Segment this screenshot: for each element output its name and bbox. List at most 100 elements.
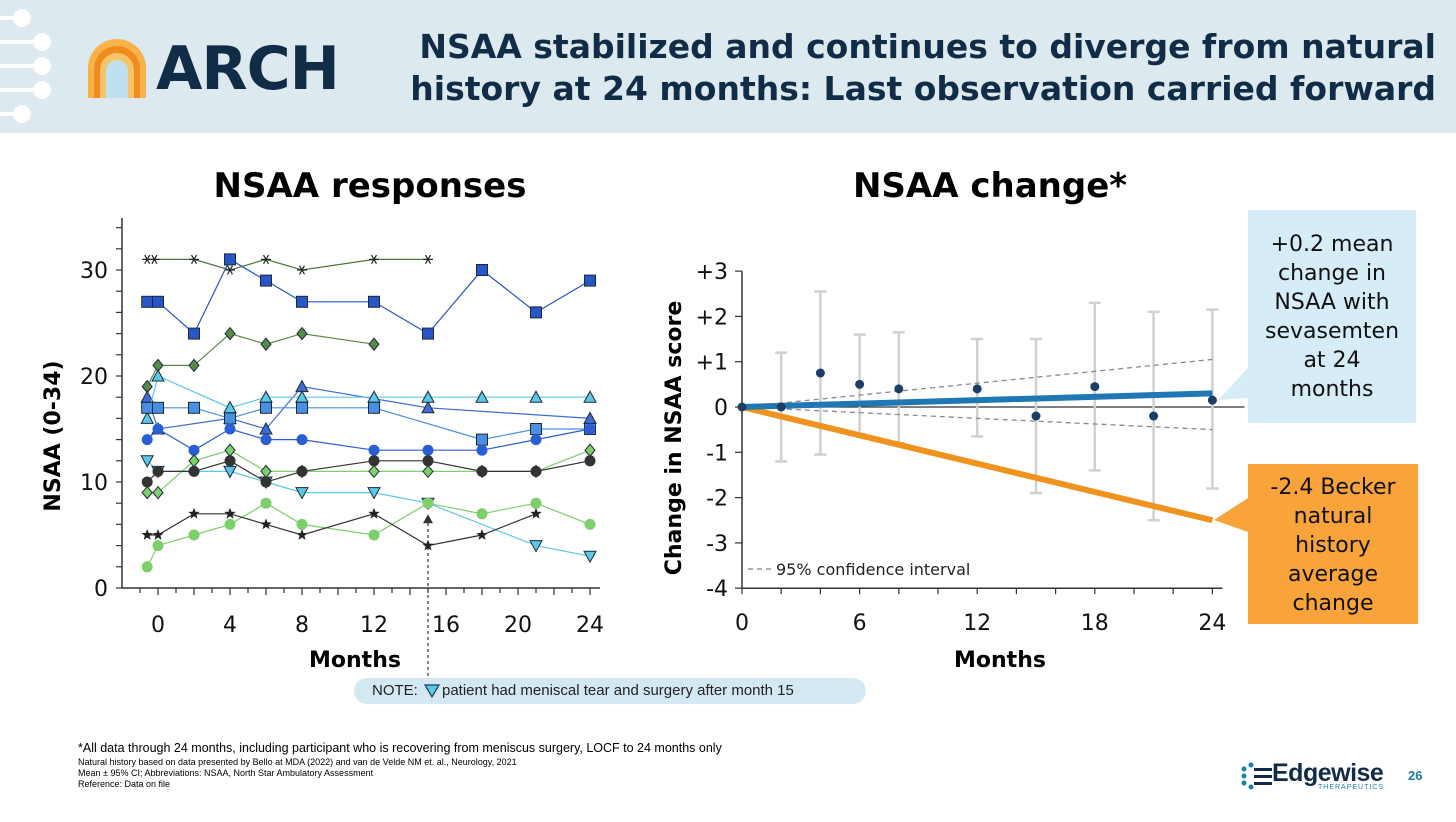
- left-x-tick-label: 0: [151, 613, 165, 638]
- blue-callout-text: +0.2 mean change in NSAA with sevasemten…: [1248, 230, 1416, 404]
- left-x-tick-label: 4: [223, 613, 237, 638]
- mean-point: [894, 384, 904, 394]
- square-marker: [530, 306, 542, 319]
- square-marker: [476, 433, 488, 446]
- series-line: [147, 513, 537, 547]
- diamond-marker: [152, 485, 164, 500]
- edgewise-logo-icon: [1241, 762, 1272, 790]
- square-marker: [260, 401, 272, 414]
- mean-point: [815, 368, 825, 378]
- chart-title-nsaa-responses: NSAA responses: [213, 166, 527, 206]
- left-series: [140, 253, 597, 573]
- right-x-tick-label: 0: [735, 611, 749, 636]
- square-marker: [476, 264, 488, 276]
- natural-history-trend-line: [741, 404, 1214, 524]
- square-marker: [224, 253, 236, 266]
- circle-marker: [368, 444, 380, 456]
- right-y-tick-label: -4: [706, 577, 728, 602]
- asterisk-stroke: [262, 254, 270, 265]
- left-x-tick-label: 8: [295, 613, 309, 638]
- diamond-marker: [260, 464, 272, 479]
- triangle-up-marker: [529, 390, 543, 403]
- mean-point: [1090, 382, 1100, 392]
- mean-point: [855, 379, 865, 389]
- circle-marker: [584, 455, 596, 467]
- triangle-down-marker: [367, 487, 381, 500]
- ci-legend-label: 95% confidence interval: [776, 560, 970, 579]
- right-y-tick-label: +3: [696, 260, 728, 285]
- nsaa-change-chart: +3 +2 +1 0 -1 -2 -3 -4 0 6 12 18 24 95% confidence i…: [662, 260, 1245, 673]
- asterisk-stroke: [190, 254, 198, 265]
- square-marker: [188, 327, 200, 340]
- triangle-up-marker: [421, 400, 435, 414]
- star-marker: [368, 507, 380, 519]
- circle-marker: [152, 540, 164, 552]
- mean-point: [1031, 411, 1041, 421]
- square-marker: [188, 401, 200, 414]
- circle-marker: [296, 434, 308, 446]
- right-series: [737, 290, 1219, 524]
- diamond-marker: [584, 443, 596, 457]
- right-y-tick-label: -3: [706, 532, 728, 557]
- series-6: [141, 423, 596, 456]
- edgewise-brand-sub: THERAPEUTICS: [1318, 784, 1385, 791]
- surgery-note: NOTE: patient had meniscal tear and surg…: [354, 678, 866, 704]
- asterisk-stroke: [298, 265, 306, 275]
- series-line: [147, 407, 590, 441]
- triangle-down-marker: [583, 550, 597, 564]
- circle-marker: [188, 529, 200, 541]
- asterisk-marker: [261, 254, 271, 265]
- right-axes: +3 +2 +1 0 -1 -2 -3 -4 0 6 12 18 24: [696, 260, 1245, 636]
- square-marker: [296, 295, 308, 308]
- star-marker: [422, 539, 434, 551]
- slide-title-line1: NSAA stabilized and continues to diverge…: [419, 27, 1436, 66]
- circle-marker: [368, 455, 380, 467]
- star-marker: [476, 529, 488, 540]
- asterisk-marker: [369, 254, 379, 265]
- right-y-tick-label: 0: [714, 396, 728, 421]
- square-marker: [530, 423, 542, 435]
- circle-marker: [530, 434, 542, 446]
- orange-callout-line: natural: [1293, 504, 1373, 529]
- right-x-tick-label: 24: [1198, 611, 1226, 636]
- ci-lower-line: [741, 406, 1213, 431]
- mean-point: [776, 402, 786, 412]
- circle-marker: [530, 465, 542, 477]
- series-2: [141, 326, 380, 394]
- square-marker: [296, 401, 308, 414]
- asterisk-stroke: [370, 254, 378, 265]
- right-y-tick-label: +2: [696, 305, 728, 330]
- slide-title: NSAA stabilized and continues to diverge…: [376, 26, 1436, 110]
- series-line: [146, 375, 590, 419]
- blue-callout-line: at 24: [1303, 348, 1361, 373]
- star-marker: [260, 518, 272, 530]
- left-x-tick-label: 12: [360, 613, 388, 638]
- arch-logo-text: ARCH: [156, 34, 340, 104]
- triangle-up-marker: [259, 421, 273, 435]
- star-marker: [152, 529, 164, 540]
- circle-marker: [188, 465, 200, 477]
- star-marker: [296, 529, 308, 540]
- mean-point: [737, 402, 747, 412]
- square-marker: [152, 295, 164, 308]
- orange-callout-box: [1214, 464, 1418, 624]
- orange-callout-text: -2.4 Becker natural history average chan…: [1248, 473, 1418, 618]
- circle-marker: [584, 423, 596, 435]
- circle-marker: [296, 518, 308, 530]
- diamond-marker: [296, 326, 308, 341]
- series-line: [146, 332, 375, 387]
- blue-callout-line: change in: [1277, 261, 1386, 286]
- orange-callout-line: average: [1287, 562, 1379, 587]
- circle-marker: [422, 455, 434, 467]
- blue-callout-box: [1218, 210, 1416, 423]
- circle-marker: [530, 497, 542, 509]
- series-9: [141, 455, 596, 488]
- left-y-tick-label: 30: [80, 259, 108, 284]
- asterisk-marker: [149, 254, 160, 265]
- square-marker: [368, 401, 380, 414]
- circle-marker: [422, 444, 434, 456]
- left-y-axis-label: NSAA (0-34): [41, 360, 66, 511]
- note-prefix: NOTE:: [372, 682, 418, 699]
- diamond-marker: [368, 464, 380, 479]
- right-y-tick-label: -1: [706, 441, 728, 466]
